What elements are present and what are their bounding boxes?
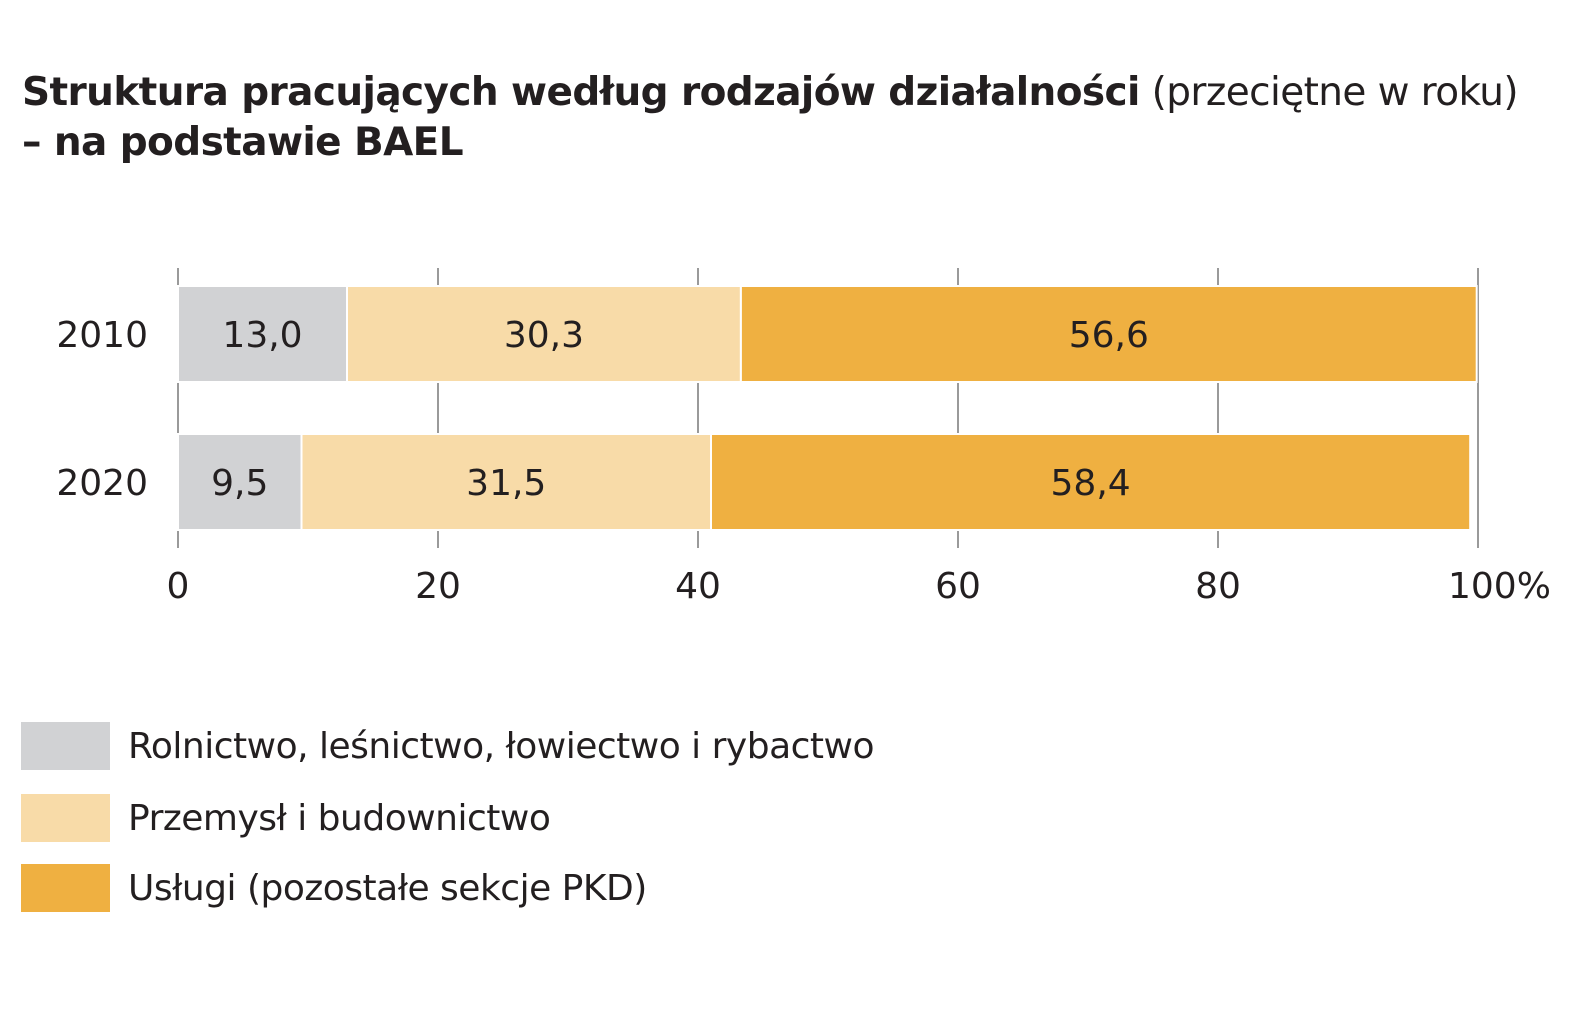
- bars: 13,0 30,3 56,6 9,5 31,5 58,4: [177, 285, 1478, 531]
- chart-title-line2: – na podstawie BAEL: [22, 120, 464, 165]
- bar-2020-series-2: [710, 433, 1472, 531]
- data-label-2020-series-0: 9,5: [211, 463, 268, 504]
- data-label-2010-series-2: 56,6: [1069, 315, 1149, 356]
- data-label-2010-series-1: 30,3: [504, 315, 584, 356]
- x-tick-label-60: 60: [935, 566, 981, 607]
- chart-title: Struktura pracujących według rodzajów dz…: [22, 68, 1582, 168]
- x-tick-label-80: 80: [1195, 566, 1241, 607]
- category-label-2020: 2020: [56, 463, 148, 504]
- bar-2010-series-2: [739, 285, 1478, 383]
- legend-label-services: Usługi (pozostałe sekcje PKD): [128, 868, 647, 909]
- chart-title-note: (przeciętne w roku): [1151, 70, 1519, 115]
- x-tick-label-40: 40: [675, 566, 721, 607]
- x-tick-label-100: 100%: [1448, 566, 1551, 607]
- stacked-bar-chart: 13,0 30,3 56,6 9,5 31,5 58,4 2010 2020 0 20 40 60…: [56, 268, 1551, 607]
- legend-swatch-services: [21, 864, 110, 912]
- bar-2020-series-1: [300, 433, 712, 531]
- category-labels: 2010 2020: [56, 315, 148, 504]
- x-tick-label-20: 20: [415, 566, 461, 607]
- bar-2010-series-0: [177, 285, 348, 383]
- data-label-2010-series-0: 13,0: [222, 315, 302, 356]
- data-label-2020-series-1: 31,5: [466, 463, 546, 504]
- chart-title-main: Struktura pracujących według rodzajów dz…: [22, 70, 1140, 115]
- x-tick-label-0: 0: [167, 566, 190, 607]
- bar-2020-series-0: [177, 433, 303, 531]
- legend-swatch-agriculture: [21, 722, 110, 770]
- legend-label-industry: Przemysł i budownictwo: [128, 798, 551, 839]
- category-label-2010: 2010: [56, 315, 148, 356]
- x-axis-tick-labels: 0 20 40 60 80 100%: [167, 566, 1551, 607]
- data-label-2020-series-2: 58,4: [1051, 463, 1131, 504]
- legend-swatch-industry: [21, 794, 110, 842]
- legend-label-agriculture: Rolnictwo, leśnictwo, łowiectwo i rybact…: [128, 726, 875, 767]
